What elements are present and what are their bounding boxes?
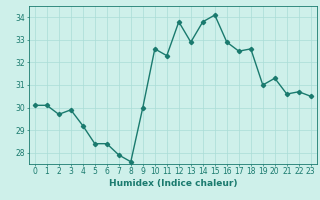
X-axis label: Humidex (Indice chaleur): Humidex (Indice chaleur) (108, 179, 237, 188)
